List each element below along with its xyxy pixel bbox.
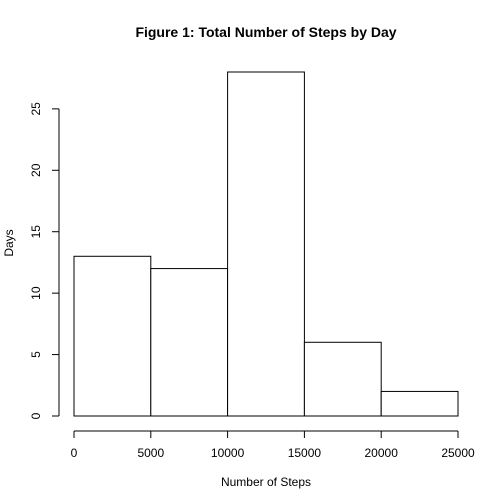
y-tick-label-1: 5	[29, 351, 43, 358]
x-tick-label-0: 0	[71, 446, 78, 460]
y-tick-label-4: 20	[29, 163, 43, 177]
histogram-bar-4	[380, 390, 459, 417]
histogram-bar-3	[303, 341, 382, 417]
histogram-bar-1	[150, 268, 229, 417]
x-tick-label-5: 25000	[441, 446, 475, 460]
x-tick-label-1: 5000	[137, 446, 164, 460]
histogram-bar-0	[73, 255, 152, 417]
y-axis: 0 5 10 15 20 25	[29, 102, 60, 419]
y-tick-label-3: 15	[29, 225, 43, 239]
x-tick-label-4: 20000	[365, 446, 399, 460]
chart-title: Figure 1: Total Number of Steps by Day	[135, 24, 396, 40]
bars-group	[73, 71, 459, 417]
y-axis-label: Days	[2, 229, 16, 256]
y-tick-label-0: 0	[29, 412, 43, 419]
x-tick-label-3: 15000	[288, 446, 322, 460]
y-tick-label-5: 25	[29, 102, 43, 116]
histogram-bar-2	[227, 71, 305, 417]
x-tick-label-2: 10000	[211, 446, 245, 460]
y-tick-label-2: 10	[29, 286, 43, 300]
x-axis: 0 5000 10000 15000 20000 25000	[71, 430, 475, 460]
x-axis-label: Number of Steps	[221, 475, 311, 489]
